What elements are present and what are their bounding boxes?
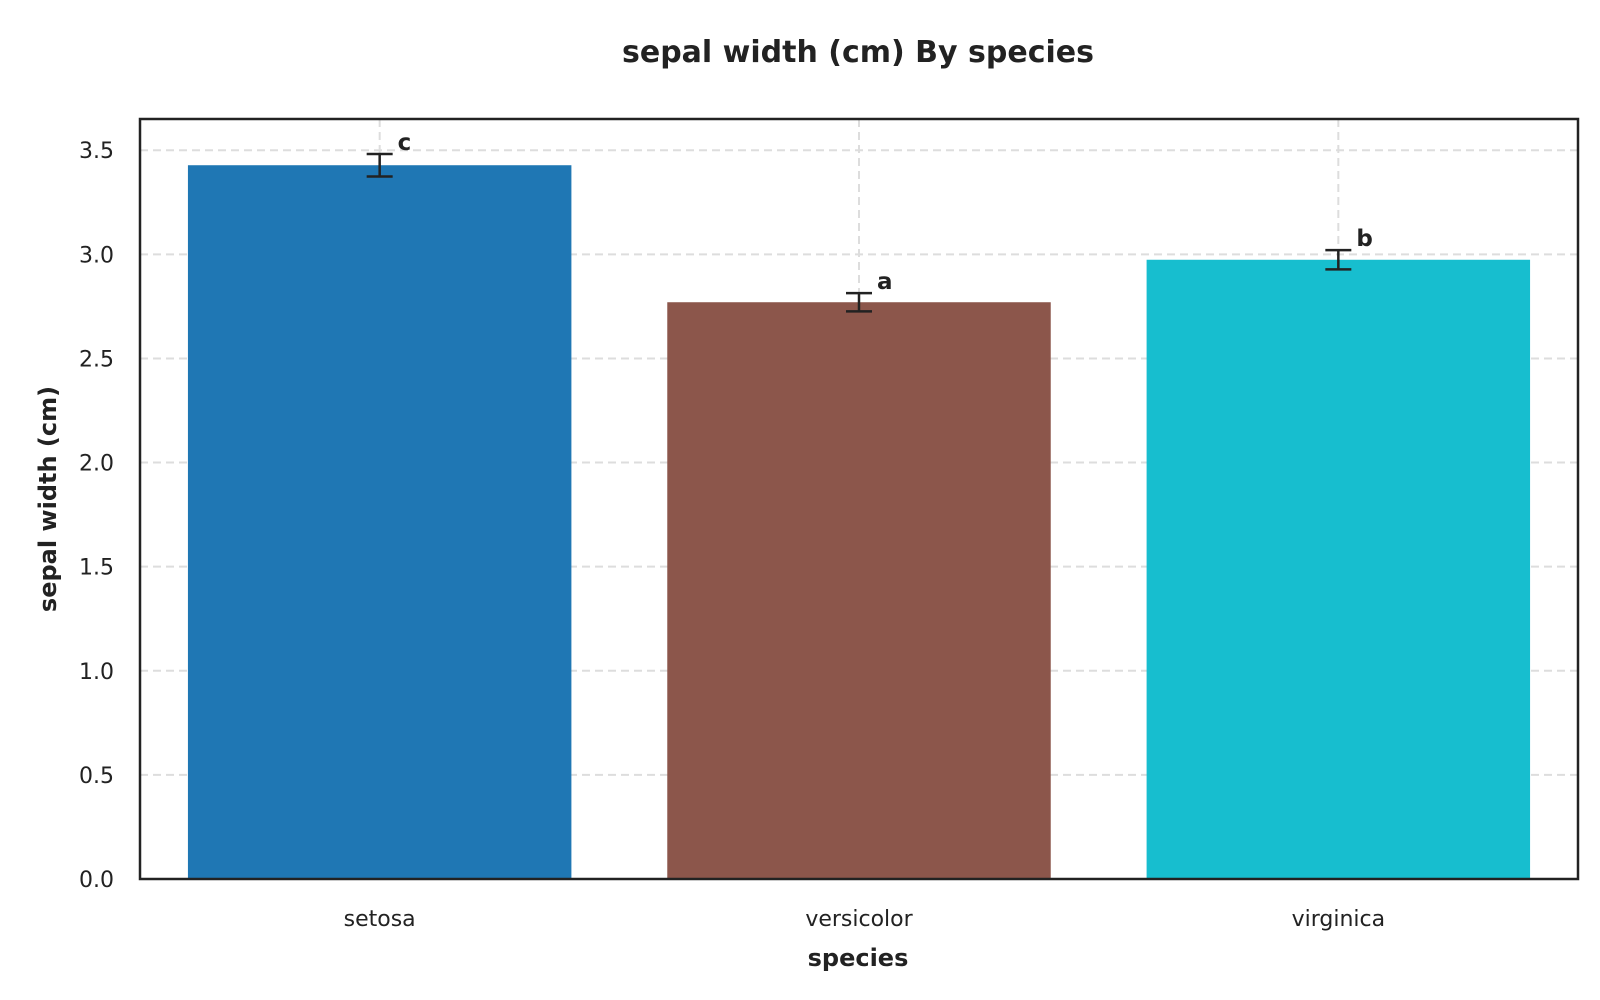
significance-letters-group: c a b xyxy=(398,130,1373,295)
significance-letter-virginica: b xyxy=(1356,226,1372,252)
bars-group xyxy=(187,165,1531,879)
y-axis-label: sepal width (cm) xyxy=(34,386,62,612)
significance-letter-versicolor: a xyxy=(877,269,893,295)
y-tick-label: 3.5 xyxy=(79,139,114,164)
significance-letter-setosa: c xyxy=(398,130,412,156)
error-bars-group xyxy=(366,152,1352,313)
error-bar-versicolor xyxy=(846,291,872,313)
x-axis-label: species xyxy=(808,944,909,972)
bar-versicolor xyxy=(667,302,1051,879)
x-axis-ticks: setosa versicolor virginica xyxy=(344,907,1385,932)
y-tick-label: 0.0 xyxy=(79,868,114,893)
chart-title: sepal width (cm) By species xyxy=(622,35,1094,70)
y-tick-label: 2.5 xyxy=(79,347,114,372)
x-tick-label-virginica: virginica xyxy=(1292,907,1386,932)
x-tick-label-versicolor: versicolor xyxy=(805,907,913,932)
error-bar-virginica xyxy=(1325,248,1352,271)
error-bar-setosa xyxy=(366,152,393,178)
y-axis-ticks: 0.0 0.5 1.0 1.5 2.0 2.5 3.0 3.5 xyxy=(79,139,114,893)
y-tick-label: 1.0 xyxy=(79,660,114,685)
bar-setosa xyxy=(187,165,572,879)
x-tick-label-setosa: setosa xyxy=(344,907,416,932)
bar-virginica xyxy=(1146,259,1531,879)
y-tick-label: 0.5 xyxy=(79,764,114,789)
y-tick-label: 3.0 xyxy=(79,243,114,268)
y-tick-label: 2.0 xyxy=(79,452,114,477)
plot-frame xyxy=(138,117,1580,881)
y-tick-label: 1.5 xyxy=(79,556,114,581)
